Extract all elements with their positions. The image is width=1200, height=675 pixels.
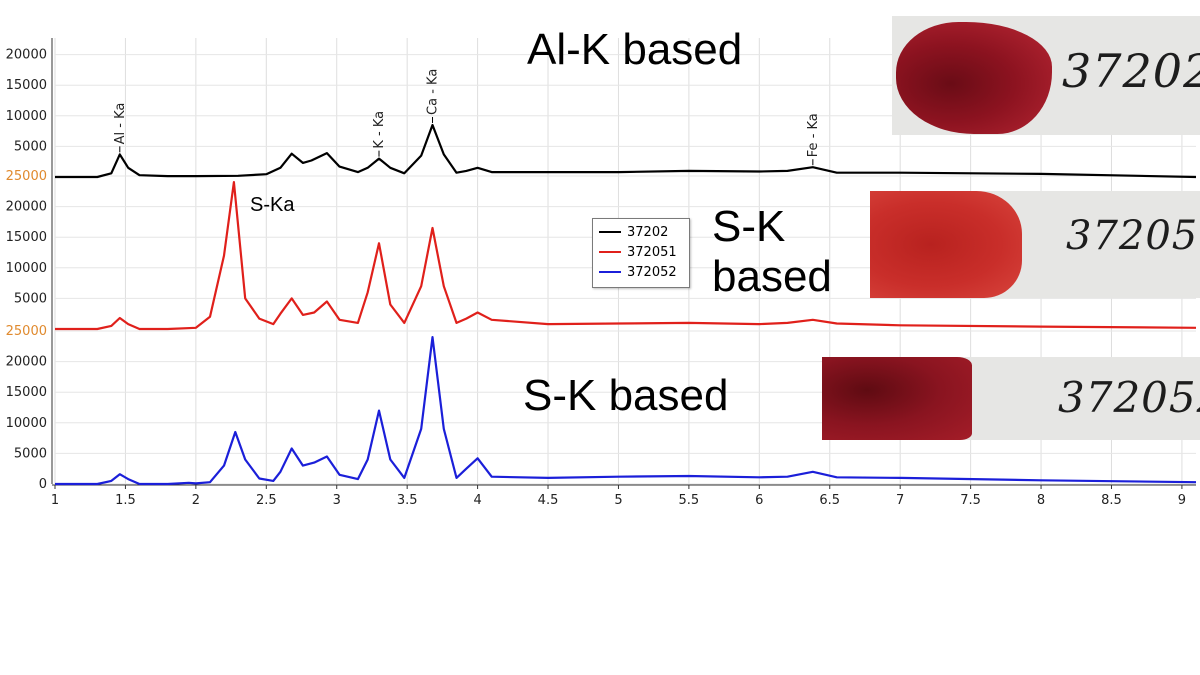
y-tick-label: 25000 bbox=[6, 324, 47, 339]
series-line-372051 bbox=[55, 181, 1197, 331]
legend-item-372052: 372052 bbox=[599, 262, 677, 282]
legend-label: 37202 bbox=[627, 224, 669, 240]
chart-legend: 37202 372051 372052 bbox=[592, 218, 690, 288]
legend-item-37202: 37202 bbox=[599, 222, 668, 242]
sample-stain bbox=[822, 357, 972, 440]
x-tick-label: 3 bbox=[333, 493, 341, 508]
x-tick-label: 2 bbox=[192, 493, 200, 508]
s-k-based-note-1-line2: based bbox=[712, 252, 832, 301]
y-tick-label: 15000 bbox=[6, 78, 47, 93]
peak-labels: Al - Ka K - Ka Ca - Ka Fe - Ka bbox=[113, 69, 821, 166]
x-tick-label: 7.5 bbox=[960, 493, 981, 508]
series-lines bbox=[55, 123, 1197, 486]
x-tick-label: 2.5 bbox=[256, 493, 277, 508]
sample-label: 37202 bbox=[1062, 44, 1200, 98]
y-tick-label: 10000 bbox=[6, 109, 47, 124]
x-tick-label: 4 bbox=[473, 493, 481, 508]
y-tick-label: 5000 bbox=[14, 446, 47, 461]
axes bbox=[51, 38, 1196, 489]
tick-labels: 5000100001500020000500010000150002000025… bbox=[6, 48, 1186, 508]
y-tick-label: 20000 bbox=[6, 48, 47, 63]
y-tick-label: 5000 bbox=[14, 291, 47, 306]
x-tick-label: 8.5 bbox=[1101, 493, 1122, 508]
x-tick-label: 1 bbox=[51, 493, 59, 508]
s-k-based-note-1-line1: S-K bbox=[712, 202, 786, 251]
sample-photo-372051: 372051 bbox=[870, 191, 1200, 298]
legend-swatch bbox=[599, 231, 621, 233]
y-tick-label: 20000 bbox=[6, 355, 47, 370]
y-tick-label: 10000 bbox=[6, 416, 47, 431]
sample-label: 372052 bbox=[1058, 373, 1200, 422]
sample-photo-372052: 372052 bbox=[822, 357, 1200, 440]
al-k-based-note: Al-K based bbox=[527, 25, 743, 74]
x-tick-label: 7 bbox=[896, 493, 904, 508]
peak-label: K - Ka bbox=[372, 111, 387, 149]
x-tick-label: 5 bbox=[614, 493, 622, 508]
x-tick-label: 6.5 bbox=[819, 493, 840, 508]
y-tick-label: 15000 bbox=[6, 385, 47, 400]
legend-label: 372051 bbox=[627, 244, 677, 260]
sample-photo-37202: 37202 bbox=[892, 16, 1200, 135]
x-tick-label: 4.5 bbox=[538, 493, 559, 508]
x-tick-label: 8 bbox=[1037, 493, 1045, 508]
y-tick-label: 0 bbox=[39, 477, 47, 492]
peak-label: Ca - Ka bbox=[426, 69, 441, 115]
y-tick-label: 10000 bbox=[6, 261, 47, 276]
legend-swatch bbox=[599, 251, 621, 253]
x-tick-label: 3.5 bbox=[397, 493, 418, 508]
series-line-37202 bbox=[55, 123, 1197, 179]
peak-label: Al - Ka bbox=[113, 103, 128, 145]
s-ka-annotation: S-Ka bbox=[250, 194, 295, 216]
sample-label: 372051 bbox=[1066, 213, 1200, 259]
sample-stain bbox=[870, 191, 1022, 298]
x-tick-label: 5.5 bbox=[679, 493, 700, 508]
peak-label: Fe - Ka bbox=[806, 113, 821, 157]
s-k-based-note-2: S-K based bbox=[523, 371, 729, 420]
y-tick-label: 25000 bbox=[6, 169, 47, 184]
legend-item-372051: 372051 bbox=[599, 242, 677, 262]
series-line-372052 bbox=[55, 336, 1197, 486]
y-tick-label: 20000 bbox=[6, 200, 47, 215]
legend-swatch bbox=[599, 271, 621, 273]
legend-label: 372052 bbox=[627, 264, 677, 280]
x-tick-label: 9 bbox=[1178, 493, 1186, 508]
y-tick-label: 15000 bbox=[6, 230, 47, 245]
x-tick-label: 1.5 bbox=[115, 493, 136, 508]
sample-stain bbox=[896, 22, 1052, 134]
y-tick-label: 5000 bbox=[14, 139, 47, 154]
x-tick-label: 6 bbox=[755, 493, 763, 508]
